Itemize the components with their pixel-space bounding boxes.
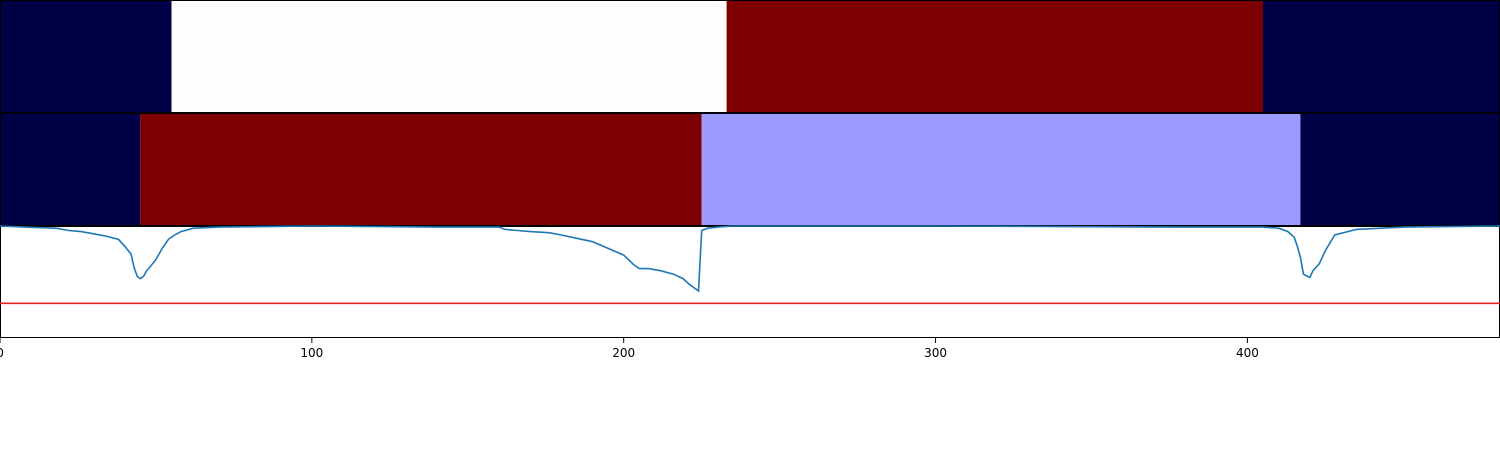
signal-panel: [0, 225, 1500, 338]
segment-bar-1-4: [1262, 0, 1500, 113]
x-tick-label-100: 100: [300, 346, 323, 360]
x-axis: 0 100 200 300 400: [0, 338, 1259, 360]
segment-bar-2-1: [0, 113, 141, 226]
segment-bar-1-3: [726, 0, 1263, 113]
segment-bar-1-1: [0, 0, 172, 113]
segment-bar-1-2: [171, 0, 727, 113]
x-tick-label-200: 200: [612, 346, 635, 360]
segment-bar-2-4: [1300, 113, 1500, 226]
x-tick-label-0: 0: [0, 346, 4, 360]
signal-series-line: [0, 225, 1500, 293]
segment-bar-2-2: [140, 113, 702, 226]
x-tick-label-400: 400: [1236, 346, 1259, 360]
segment-bar-2-3: [701, 113, 1301, 226]
x-tick-label-300: 300: [924, 346, 947, 360]
segment-row-2: [0, 113, 1500, 226]
segment-row-1: [0, 0, 1500, 113]
signal-panel-frame: [0, 226, 1500, 338]
